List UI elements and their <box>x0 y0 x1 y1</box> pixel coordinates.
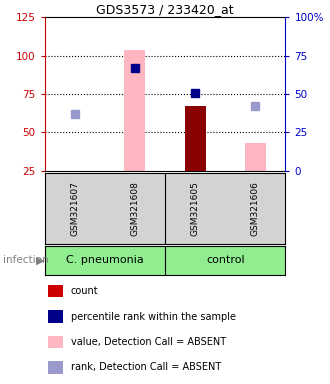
Text: value, Detection Call = ABSENT: value, Detection Call = ABSENT <box>71 337 226 347</box>
Text: GSM321606: GSM321606 <box>251 181 260 236</box>
Text: count: count <box>71 286 99 296</box>
Title: GDS3573 / 233420_at: GDS3573 / 233420_at <box>96 3 234 16</box>
Text: rank, Detection Call = ABSENT: rank, Detection Call = ABSENT <box>71 362 221 372</box>
Text: C. pneumonia: C. pneumonia <box>66 255 144 265</box>
Text: control: control <box>206 255 245 265</box>
Bar <box>184 106 206 171</box>
Text: infection: infection <box>3 255 49 265</box>
Bar <box>245 143 266 171</box>
Bar <box>124 50 146 171</box>
Text: percentile rank within the sample: percentile rank within the sample <box>71 311 236 321</box>
Text: ▶: ▶ <box>36 255 45 265</box>
Text: GSM321607: GSM321607 <box>70 181 79 236</box>
Text: GSM321608: GSM321608 <box>130 181 139 236</box>
Text: GSM321605: GSM321605 <box>191 181 200 236</box>
